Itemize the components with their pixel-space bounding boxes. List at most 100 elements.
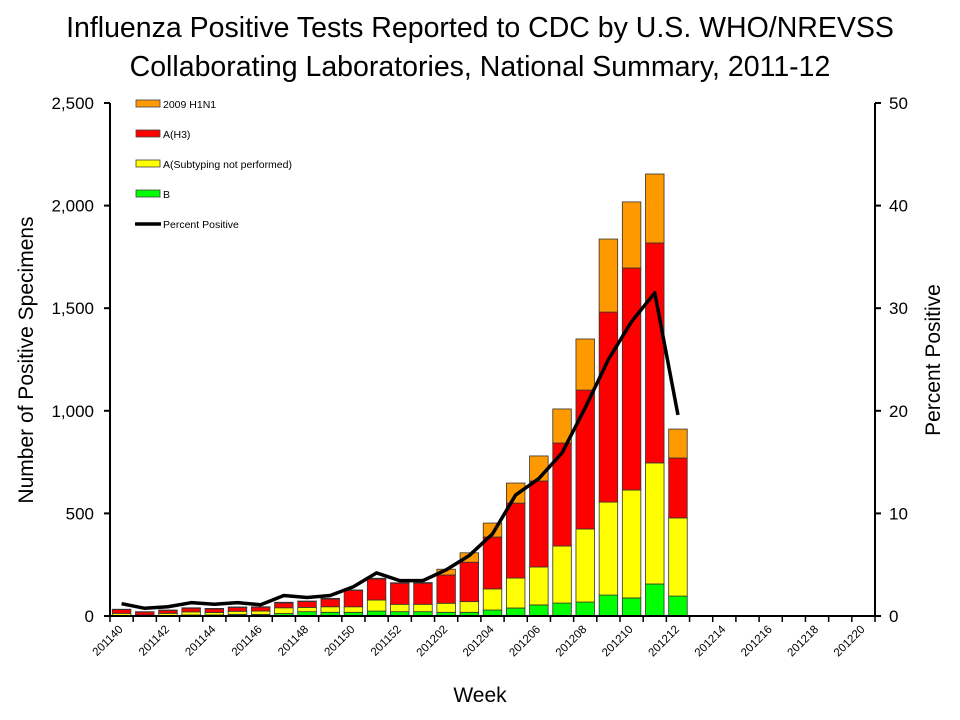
bar-a-h3--201201 <box>413 582 433 605</box>
percent-positive-line <box>121 291 680 611</box>
bar-a-subtyping-not-performed--201212 <box>668 517 688 597</box>
bar-a-h3--201148 <box>297 601 317 608</box>
bar-a-subtyping-not-performed--201147 <box>274 607 294 614</box>
y2-tick-label: 30 <box>889 299 908 318</box>
bar-2009-h1n1-201208 <box>575 338 595 391</box>
legend-label: 2009 H1N1 <box>163 99 216 111</box>
x-tick-label: 201212 <box>646 624 682 660</box>
y2-axis-label: Percent Positive <box>922 284 945 436</box>
bar-2009-h1n1-201201 <box>413 582 433 584</box>
bar-a-subtyping-not-performed--201145 <box>227 610 248 615</box>
x-tick-label: 201218 <box>786 624 822 660</box>
bar-a-subtyping-not-performed--201209 <box>598 501 619 596</box>
x-tick-label: 201202 <box>415 624 451 660</box>
bar-a-h3--201211 <box>645 242 665 464</box>
bar-a-h3--201143 <box>181 607 201 613</box>
bar-a-h3--201212 <box>668 457 688 519</box>
bar-a-subtyping-not-performed--201203 <box>459 601 479 613</box>
x-tick-label: 201140 <box>91 624 126 659</box>
bar-a-h3--201141 <box>135 611 155 616</box>
y2-tick-label: 40 <box>889 197 908 216</box>
bars-group <box>111 173 688 617</box>
y2-tick-label: 50 <box>889 94 908 113</box>
bar-a-h3--201140 <box>111 609 132 614</box>
bar-2009-h1n1-201207 <box>552 408 572 444</box>
y-tick-label: 2,000 <box>51 197 94 216</box>
bar-2009-h1n1-201211 <box>645 173 665 244</box>
bar-a-subtyping-not-performed--201152 <box>390 603 410 613</box>
legend: 2009 H1N1 A(H3) A(Subtyping not performed)… <box>135 99 292 231</box>
bar-a-subtyping-not-performed--201201 <box>413 603 433 613</box>
x-tick-label: 201220 <box>832 624 868 660</box>
bar-a-h3--201205 <box>506 502 526 579</box>
chart-title-line1: Influenza Positive Tests Reported to CDC… <box>66 12 894 44</box>
bar-a-h3--201209 <box>598 311 619 503</box>
legend-label: A(H3) <box>163 129 190 141</box>
x-tick-label: 201210 <box>600 624 636 660</box>
bar-b-201205 <box>506 607 526 617</box>
x-tick-label: 201206 <box>507 624 543 660</box>
bar-a-subtyping-not-performed--201211 <box>645 462 665 585</box>
bar-a-subtyping-not-performed--201146 <box>251 610 271 615</box>
y-tick-label: 1,000 <box>51 402 94 421</box>
x-axis-label: Week <box>453 684 507 707</box>
x-tick-label: 201204 <box>461 623 497 659</box>
bar-a-subtyping-not-performed--201204 <box>482 588 503 611</box>
bar-a-subtyping-not-performed--201202 <box>436 602 456 613</box>
bar-2009-h1n1-201149 <box>320 597 340 600</box>
bar-b-201211 <box>645 583 665 617</box>
bar-a-subtyping-not-performed--201143 <box>181 611 201 616</box>
bar-a-h3--201151 <box>366 578 387 601</box>
x-tick-label: 201150 <box>323 624 358 659</box>
x-tick-label: 201146 <box>230 624 265 659</box>
bar-a-h3--201146 <box>251 606 271 612</box>
legend-label: A(Subtyping not performed) <box>163 159 292 171</box>
bar-a-subtyping-not-performed--201148 <box>297 606 317 613</box>
y-tick-label: 500 <box>66 504 94 523</box>
y2-tick-label: 10 <box>889 504 908 523</box>
y-tick-label: 0 <box>85 607 94 626</box>
legend-swatch-a-h3- <box>135 129 161 138</box>
bar-a-h3--201210 <box>621 267 642 491</box>
bar-a-subtyping-not-performed--201151 <box>366 599 387 612</box>
bar-a-h3--201206 <box>529 480 549 568</box>
bar-b-201209 <box>598 594 619 617</box>
x-tick-label: 201142 <box>137 624 172 659</box>
bar-b-201208 <box>575 601 595 617</box>
legend-swatch-b <box>135 189 161 198</box>
legend-label: Percent Positive <box>163 219 239 231</box>
bar-a-h3--201152 <box>390 582 410 605</box>
x-tick-label: 201208 <box>554 624 590 660</box>
bar-a-subtyping-not-performed--201210 <box>621 489 642 599</box>
bar-a-subtyping-not-performed--201205 <box>506 577 526 609</box>
x-tick-label: 201216 <box>739 624 775 660</box>
bar-b-201212 <box>668 595 688 617</box>
x-tick-label: 201152 <box>369 624 404 659</box>
bar-2009-h1n1-201147 <box>274 601 294 604</box>
legend-swatch-2009-h1n1 <box>135 99 161 108</box>
x-tick-label: 201144 <box>183 623 218 658</box>
bar-a-h3--201144 <box>204 608 224 613</box>
y2-tick-label: 0 <box>889 607 898 626</box>
bar-b-201210 <box>621 597 642 617</box>
bar-a-h3--201149 <box>320 598 340 608</box>
percent-positive-line-group <box>121 291 680 611</box>
bar-a-h3--201204 <box>482 536 503 590</box>
bar-a-h3--201142 <box>158 609 178 614</box>
bar-a-subtyping-not-performed--201207 <box>552 545 572 604</box>
y-tick-label: 1,500 <box>51 299 94 318</box>
bar-2009-h1n1-201210 <box>621 201 642 269</box>
x-tick-label: 201214 <box>693 623 729 659</box>
bar-2009-h1n1-201212 <box>668 428 688 459</box>
axes-group: 0 500 1,000 1,500 2,000 2,500 0 10 20 30 40 50 20114… <box>51 94 907 659</box>
bar-a-h3--201147 <box>274 602 294 609</box>
bar-2009-h1n1-201209 <box>598 238 619 313</box>
bar-b-201206 <box>529 604 549 617</box>
bar-b-201207 <box>552 602 572 617</box>
y-tick-label: 2,500 <box>51 94 94 113</box>
bar-a-subtyping-not-performed--201208 <box>575 528 595 603</box>
y-axis-label: Number of Positive Specimens <box>15 216 38 503</box>
y2-tick-label: 20 <box>889 402 908 421</box>
bar-a-subtyping-not-performed--201206 <box>529 566 549 606</box>
